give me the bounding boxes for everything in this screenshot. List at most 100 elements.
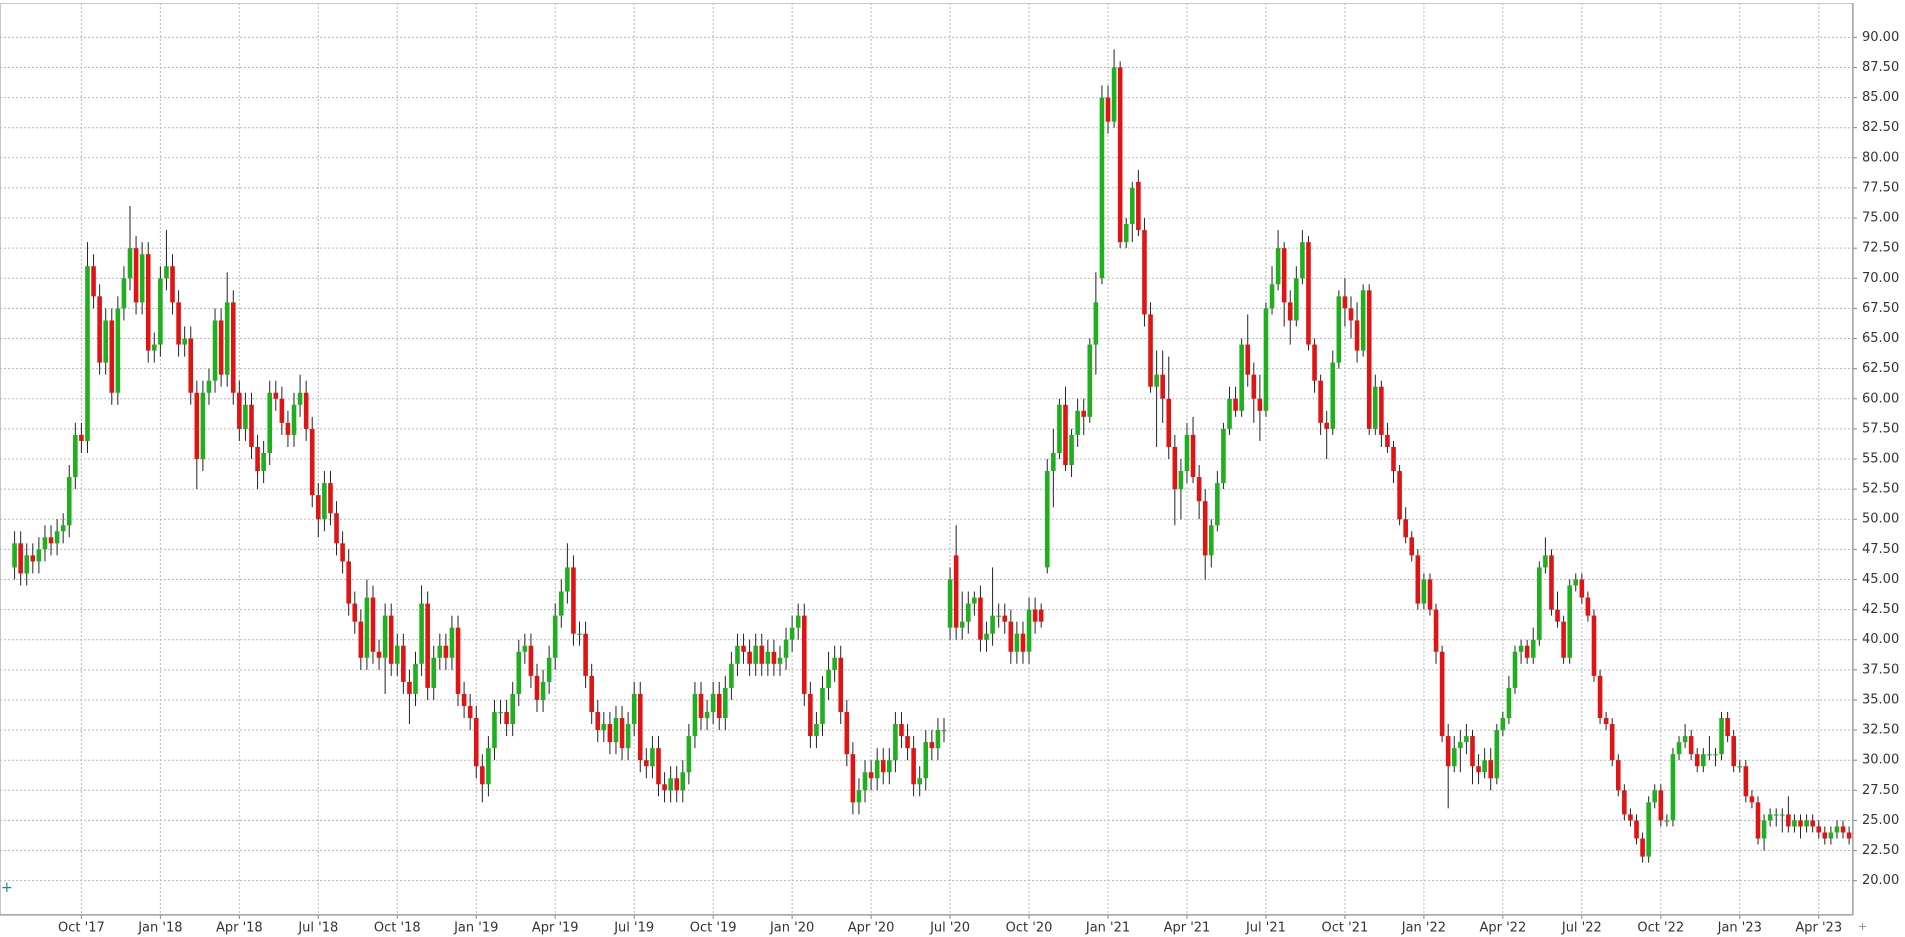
y-tick-label: 67.50 — [1862, 301, 1899, 316]
candle-body — [862, 772, 868, 791]
candle-body — [1269, 284, 1275, 309]
y-tick-label: 52.50 — [1862, 482, 1899, 497]
candle-body — [953, 555, 959, 628]
candle-body — [1731, 736, 1736, 767]
candle-body — [498, 711, 503, 714]
candle-body — [1099, 97, 1105, 279]
candle-body — [1676, 742, 1682, 755]
candle-body — [109, 320, 115, 393]
y-tick-label: 80.00 — [1862, 150, 1899, 165]
candle-body — [1688, 736, 1694, 755]
candle-body — [1530, 639, 1536, 658]
candle-body — [583, 633, 588, 676]
candle-body — [273, 392, 279, 399]
candle-body — [364, 597, 370, 658]
y-tick-label: 75.00 — [1862, 211, 1899, 226]
candle-body — [965, 603, 971, 622]
candle-body — [200, 392, 206, 459]
candle-body — [552, 615, 558, 658]
candle-body — [959, 621, 965, 628]
candle-body — [1294, 278, 1299, 321]
candle-body — [309, 428, 315, 496]
candle-body — [1233, 398, 1238, 411]
y-tick-label: 30.00 — [1862, 753, 1899, 768]
candle-body — [473, 718, 479, 767]
candle-body — [1786, 814, 1791, 827]
candle-body — [565, 567, 570, 592]
candle-body — [1318, 380, 1323, 423]
y-tick-label: 55.00 — [1862, 452, 1899, 467]
candle-body — [1658, 790, 1664, 821]
candle-body — [1111, 67, 1117, 122]
candle-body — [1573, 579, 1579, 586]
candle-body — [1397, 471, 1402, 520]
candle-body — [352, 603, 358, 622]
candle-body — [1670, 754, 1676, 821]
candle-body — [322, 483, 327, 520]
x-tick-label: Jul '19 — [613, 921, 654, 936]
candle-body — [680, 772, 686, 791]
candle-body — [18, 543, 23, 574]
candle-body — [139, 254, 145, 303]
candle-body — [644, 760, 649, 767]
candle-body — [838, 657, 844, 712]
x-tick-label: Jul '22 — [1561, 921, 1602, 936]
candle-body — [48, 537, 54, 544]
candle-body — [1215, 483, 1220, 526]
candle-body — [1227, 398, 1232, 429]
candle-body — [1640, 838, 1645, 857]
candle-body — [285, 422, 291, 435]
candle-body — [1154, 374, 1159, 387]
candle-body — [346, 561, 351, 604]
candle-body — [1561, 621, 1566, 658]
candle-body — [54, 531, 60, 544]
candle-body — [60, 525, 66, 532]
candle-body — [1591, 615, 1597, 676]
candle-body — [1379, 386, 1384, 435]
x-tick-label: Jul '20 — [929, 921, 970, 936]
candle-body — [595, 711, 601, 731]
candle-body — [686, 736, 692, 773]
x-tick-label: Apr '20 — [848, 921, 895, 936]
y-tick-label: 87.50 — [1862, 60, 1899, 75]
candle-body — [1646, 802, 1651, 857]
candle-body — [1451, 748, 1457, 767]
candle-body — [1093, 302, 1099, 345]
y-tick-label: 37.50 — [1862, 662, 1899, 677]
candle-body — [1773, 814, 1779, 816]
candle-body — [1257, 398, 1263, 411]
candle-body — [826, 669, 831, 688]
candle-body — [1415, 555, 1421, 604]
candle-body — [637, 693, 643, 761]
candle-body — [1792, 820, 1797, 827]
candle-body — [589, 675, 594, 712]
candle-body — [990, 615, 995, 634]
candle-body — [795, 615, 801, 628]
y-tick-label: 42.50 — [1862, 602, 1899, 617]
candle-body — [431, 657, 437, 688]
x-tick-label: Apr '19 — [532, 921, 579, 936]
candle-body — [777, 657, 783, 664]
x-tick-label: Jan '22 — [1401, 921, 1446, 936]
candle-body — [1725, 718, 1730, 737]
candle-body — [1537, 567, 1542, 640]
candle-body — [1828, 832, 1834, 839]
candle-body — [820, 687, 825, 725]
candle-body — [480, 766, 485, 785]
candle-body — [1403, 519, 1408, 538]
candle-body — [1421, 579, 1427, 604]
candle-body — [741, 645, 746, 652]
candle-body — [1682, 736, 1688, 743]
candle-body — [334, 513, 339, 544]
candle-body — [613, 718, 619, 743]
candle-body — [1779, 814, 1785, 816]
y-tick-label: 82.50 — [1862, 120, 1899, 135]
x-tick-label: Oct '19 — [690, 921, 737, 936]
x-tick-label: Jul '21 — [1245, 921, 1286, 936]
y-tick-label: 77.50 — [1862, 180, 1899, 195]
candle-body — [1166, 398, 1172, 447]
candle-body — [243, 404, 248, 429]
candle-body — [1172, 446, 1178, 490]
candle-body — [710, 693, 716, 712]
candle-body — [1798, 820, 1803, 827]
